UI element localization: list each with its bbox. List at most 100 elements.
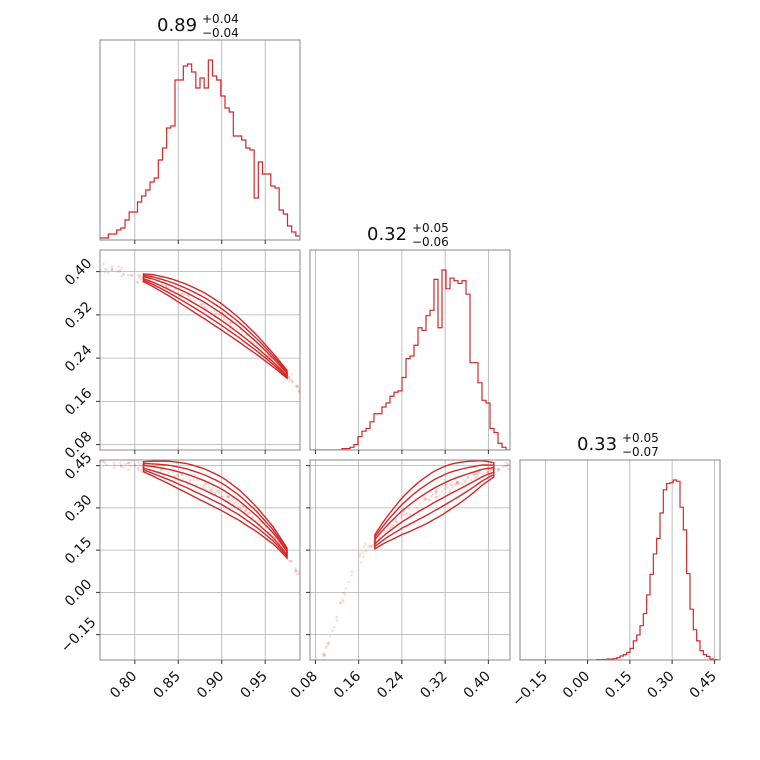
scatter-point [342,600,345,603]
scatter-point [96,461,99,464]
x-tick-label: 0.45 [687,668,720,701]
contour-level-3 [374,460,495,551]
scatter-point [124,462,128,466]
scatter-point [321,654,324,657]
scatter-point [287,375,291,378]
scatter-point [297,390,300,393]
scatter-point [301,582,304,585]
scatter-point [455,483,458,487]
scatter-point [231,498,234,502]
scatter-point [236,503,239,506]
scatter-point [138,462,141,466]
scatter-point [97,262,100,265]
scatter-point [119,463,123,467]
scatter-point [294,569,297,572]
scatter-point [110,269,114,272]
scatter-point [402,510,406,513]
scatter-point [328,635,332,638]
panel-r1-c1 [99,39,301,244]
scatter-point [223,317,226,321]
scatter-point [453,483,456,487]
scatter-point [214,491,217,495]
scatter-point [118,461,122,464]
scatter-point [117,265,121,268]
panel-frame [99,459,301,661]
panel-frame [99,249,301,451]
scatter-point [320,661,323,664]
scatter-point [167,471,171,475]
scatter-point [184,293,187,297]
scatter-point [362,555,365,559]
scatter-point [195,483,198,487]
title-var-3: 0.33 +0.05 −0.07 [577,431,659,459]
scatter-point [244,509,247,513]
scatter-point [110,265,114,268]
y-tick-label: 0.15 [62,534,95,567]
panel-r2-c2 [309,249,511,454]
scatter-point [121,272,125,275]
scatter-point [131,273,134,277]
scatter-point [97,462,100,465]
scatter-point [408,513,412,516]
scatter-point [194,299,197,303]
scatter-point [466,476,470,480]
scatter-point [101,460,105,463]
scatter-point [196,478,199,482]
scatter-point [415,507,419,510]
scatter-point [407,507,411,511]
scatter-point [296,385,299,388]
scatter-point [97,459,100,462]
scatter-point [369,545,372,549]
scatter-point [113,466,116,469]
scatter-point [339,601,343,604]
scatter-point [359,552,362,556]
scatter-point [106,456,109,459]
scatter-point [217,491,221,495]
scatter-point [486,470,489,474]
y-tick-label: 0.00 [62,576,95,609]
scatter-point [186,294,190,297]
x-tick-label: 0.85 [151,668,184,701]
scatter-point [404,512,407,516]
scatter-point [444,484,448,487]
panel-frame [309,459,511,661]
scatter-point [506,463,509,466]
scatter-point [233,501,237,504]
scatter-point [325,645,328,648]
scatter-point [350,570,354,573]
scatter-point [180,291,183,295]
histogram-step [520,479,720,660]
panel-content [100,59,300,240]
y-tick-label: 0.30 [62,492,95,525]
scatter-point [450,483,453,487]
title-var-2: 0.32 +0.05 −0.06 [367,221,449,249]
scatter-point [137,275,141,279]
y-tick-label: 0.24 [62,342,95,375]
scatter-point [428,498,431,502]
scatter-point [176,473,179,477]
scatter-point [294,568,298,572]
x-tick-label: 0.00 [560,668,593,701]
scatter-point [435,495,438,499]
scatter-point [209,488,212,492]
scatter-point [505,464,509,468]
scatter-point [203,483,206,487]
scatter-point [187,475,190,478]
scatter-point [433,490,437,494]
scatter-point [204,306,207,309]
scatter-point [485,465,489,469]
x-tick-label: 0.40 [461,668,494,701]
scatter-point [235,499,238,503]
scatter-point [481,472,485,476]
scatter-point [288,379,291,383]
scatter-point [164,284,168,288]
scatter-point [112,461,116,465]
scatter-point [322,651,325,655]
scatter-point [368,544,372,548]
scatter-point [129,273,132,277]
scatter-point [399,516,402,519]
scatter-point [102,457,105,460]
scatter-point [95,264,98,267]
scatter-point [102,262,105,266]
scatter-point [507,463,510,466]
